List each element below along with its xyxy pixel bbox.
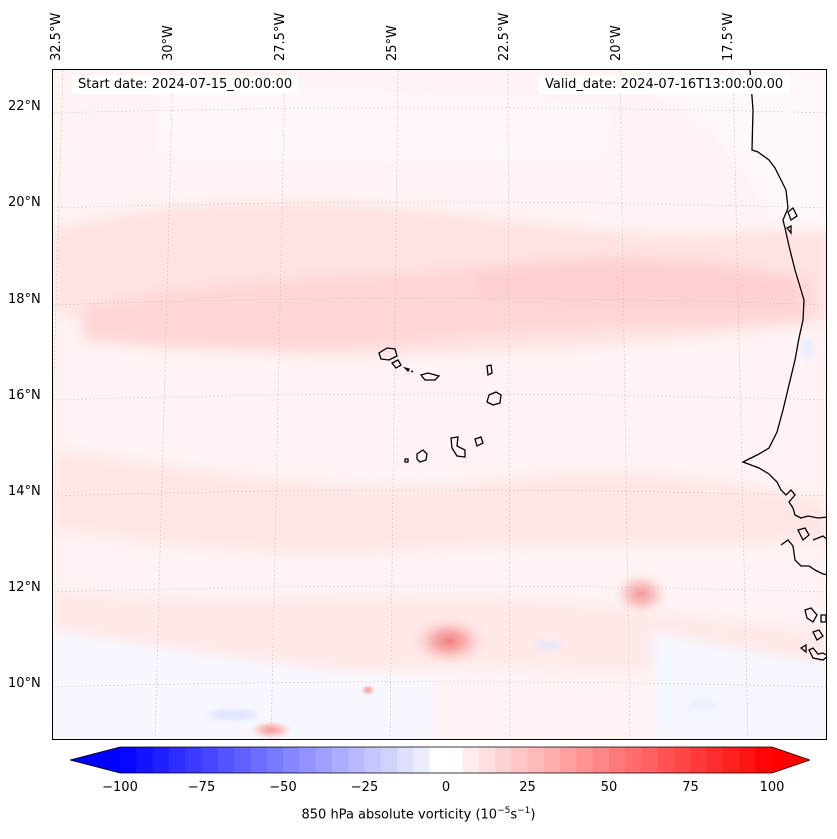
latitude-label: 20°N	[8, 195, 41, 210]
colorbar-segment	[136, 747, 154, 773]
colorbar-segment	[723, 747, 740, 773]
colorbar-segment	[478, 747, 496, 773]
colorbar-label-unit: s	[510, 807, 518, 823]
colorbar-tick-label: −25	[350, 780, 379, 795]
longitude-label: 20°W	[609, 25, 624, 61]
colorbar-extend-min	[70, 747, 120, 773]
colorbar-segment	[690, 747, 708, 773]
colorbar-segment	[120, 747, 137, 773]
colorbar-segment	[674, 747, 691, 773]
latitude-label: 10°N	[8, 676, 41, 691]
colorbar-label-main: 850 hPa absolute vorticity (10	[301, 807, 498, 823]
colorbar-segment	[152, 747, 170, 773]
colorbar-segment	[625, 747, 643, 773]
colorbar-segment	[543, 747, 561, 773]
colorbar-segment	[315, 747, 333, 773]
vorticity-maximum-south	[409, 615, 489, 667]
longitude-label: 27.5°W	[273, 12, 288, 61]
colorbar-segment	[266, 747, 284, 773]
vorticity-maximum-east	[613, 572, 669, 616]
colorbar-segment	[641, 747, 659, 773]
colorbar-segment	[380, 747, 398, 773]
latitude-label: 22°N	[8, 99, 41, 114]
latitude-label: 16°N	[8, 388, 41, 403]
colorbar-segment	[592, 747, 610, 773]
colorbar-tick-label: −75	[187, 780, 216, 795]
colorbar-segment	[755, 747, 773, 773]
longitude-label: 25°W	[385, 25, 400, 61]
valid-date-label: Valid_date: 2024-07-16T13:00:00.00	[539, 75, 790, 94]
colorbar-tick-label: 0	[441, 780, 451, 795]
latitude-label: 18°N	[8, 292, 41, 307]
colorbar-segment	[397, 747, 414, 773]
vorticity-patch-small	[360, 684, 376, 696]
colorbar-tick-label: 75	[682, 780, 699, 795]
colorbar-extend-max	[772, 747, 810, 773]
colorbar-segment	[576, 747, 594, 773]
colorbar-segment	[446, 747, 463, 773]
colorbar-segment	[527, 747, 545, 773]
map-frame	[52, 69, 827, 740]
colorbar-segment	[413, 747, 431, 773]
colorbar-label-exponent-1: −5	[497, 806, 511, 816]
colorbar-label-end: )	[530, 807, 536, 823]
colorbar-segment	[429, 747, 447, 773]
colorbar-outline	[70, 746, 810, 774]
colorbar	[70, 746, 810, 774]
colorbar-segment	[609, 747, 626, 773]
colorbar-segment	[348, 747, 365, 773]
latitude-label: 14°N	[8, 484, 41, 499]
vorticity-patch-south	[249, 720, 293, 739]
longitude-label: 22.5°W	[497, 12, 512, 61]
map-canvas	[53, 70, 826, 739]
colorbar-segment	[462, 747, 480, 773]
colorbar-segment	[706, 747, 724, 773]
colorbar-segment	[250, 747, 268, 773]
colorbar-tick-label: −100	[102, 780, 138, 795]
colorbar-segment	[364, 747, 382, 773]
colorbar-segment	[331, 747, 349, 773]
colorbar-segment	[201, 747, 219, 773]
longitude-label: 30°W	[161, 25, 176, 61]
longitude-label: 17.5°W	[721, 12, 736, 61]
longitude-label: 32.5°W	[49, 12, 64, 61]
start-date-label: Start date: 2024-07-15_00:00:00	[72, 75, 299, 94]
latitude-label: 12°N	[8, 580, 41, 595]
colorbar-segment	[234, 747, 251, 773]
colorbar-tick-label: 25	[519, 780, 536, 795]
colorbar-segment	[511, 747, 528, 773]
colorbar-segment	[657, 747, 675, 773]
colorbar-segment	[299, 747, 317, 773]
colorbar-tick-label: 100	[759, 780, 785, 795]
colorbar-segment	[217, 747, 235, 773]
colorbar-segment	[283, 747, 300, 773]
colorbar-segments	[120, 747, 773, 773]
colorbar-segment	[185, 747, 202, 773]
cape-verde-islands	[378, 347, 502, 463]
colorbar-segment	[560, 747, 577, 773]
graticule	[53, 70, 826, 739]
colorbar-tick-label: 50	[600, 780, 618, 795]
colorbar-segment	[739, 747, 757, 773]
negative-vorticity-patches	[208, 338, 814, 720]
african-coastline	[741, 70, 826, 661]
colorbar-segment	[494, 747, 512, 773]
colorbar-label-exponent-2: −1	[517, 806, 531, 816]
colorbar-tick-label: −50	[269, 780, 297, 795]
colorbar-label: 850 hPa absolute vorticity (10−5s−1)	[0, 806, 837, 822]
colorbar-segment	[168, 747, 186, 773]
